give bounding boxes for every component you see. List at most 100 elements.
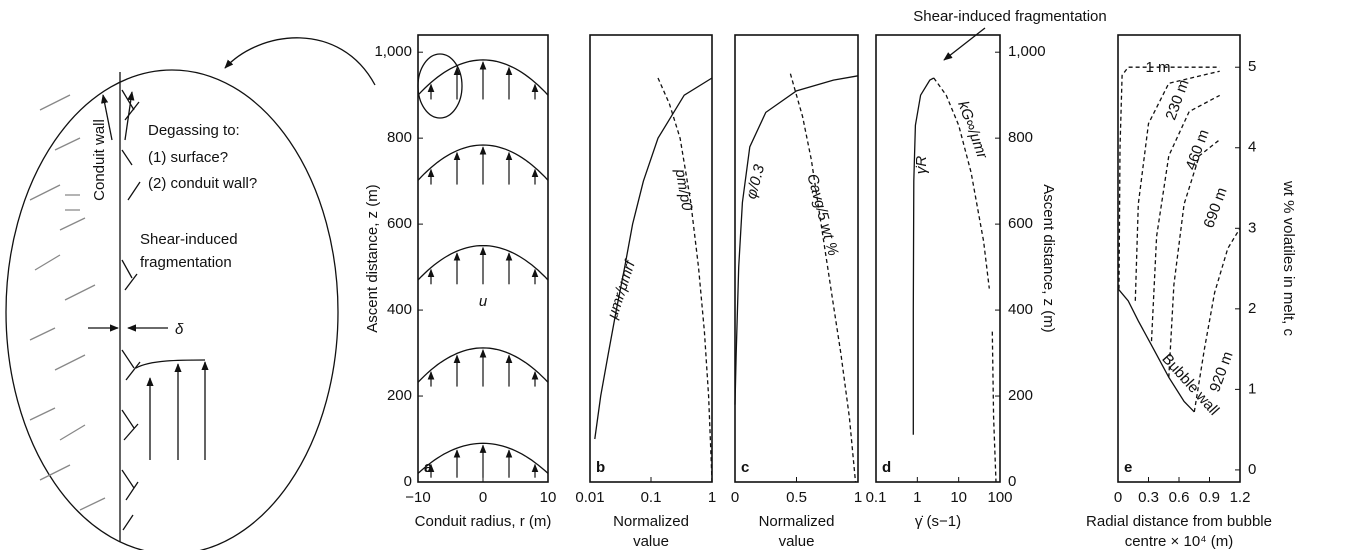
series-line [1117, 288, 1195, 413]
y-tick-label: 2 [1248, 300, 1256, 317]
top-annotation: Shear-induced fragmentation [913, 8, 1106, 25]
series-line [1134, 70, 1220, 301]
plot-frame [589, 34, 713, 483]
y-tick-label: 5 [1248, 58, 1256, 75]
x-tick-label: 0.6 [1169, 489, 1190, 506]
panel-letter: e [1124, 459, 1132, 476]
series-line [1168, 139, 1221, 378]
x-tick-label: 0 [731, 489, 739, 506]
x-axis-label: γ̇ (s−1) [915, 513, 961, 530]
x-axis-label: value [779, 533, 815, 550]
x-axis-label: centre × 10⁴ (m) [1125, 533, 1234, 550]
fragmentation-label: Shear-induced [140, 231, 238, 248]
velocity-profile [417, 244, 549, 281]
series-label: 1 m [1145, 59, 1170, 76]
zoom-connector [224, 37, 376, 86]
fragmentation-label: fragmentation [140, 254, 232, 271]
x-tick-label: 1 [913, 489, 921, 506]
series-label: 230 m [1162, 77, 1192, 122]
x-axis-label: Conduit radius, r (m) [415, 513, 552, 530]
series-line [912, 77, 935, 435]
series-line [789, 73, 857, 483]
y-tick-label: 400 [387, 301, 412, 318]
y-tick-label: 4 [1248, 139, 1256, 156]
x-tick-label: 10 [950, 489, 967, 506]
annotation-arrow [943, 27, 986, 61]
series-label: Cavg/5 wt % [803, 172, 841, 258]
velocity-profile [417, 144, 549, 181]
y-tick-label: 0 [404, 473, 412, 490]
degassing-option: (2) conduit wall? [148, 175, 257, 192]
zoom-ellipse [5, 69, 339, 550]
series-line [594, 77, 713, 440]
series-line [1150, 94, 1221, 342]
series-label: pm/p0 [671, 167, 695, 213]
plot-frame [875, 34, 1001, 483]
y-tick-label: 1 [1248, 380, 1256, 397]
x-axis-label: Normalized [759, 513, 835, 530]
y-tick-label: 0 [1008, 473, 1016, 490]
melt-hatch [121, 89, 141, 531]
series-line [1118, 66, 1220, 289]
y-tick-label: 1,000 [374, 43, 412, 60]
y-tick-label: 600 [387, 215, 412, 232]
gas-arrow [101, 94, 113, 141]
velocity-curve [135, 359, 206, 369]
series-label: 920 m [1206, 349, 1236, 394]
x-tick-label: 10 [540, 489, 557, 506]
y-tick-label: 600 [1008, 215, 1033, 232]
y-tick-label: 800 [387, 129, 412, 146]
y-tick-label: 3 [1248, 219, 1256, 236]
x-tick-label: 0.9 [1199, 489, 1220, 506]
x-axis-label: Normalized [613, 513, 689, 530]
wall-hatch [29, 94, 106, 511]
y-axis-label: Ascent distance, z (m) [364, 184, 381, 332]
series-label: 460 m [1182, 127, 1212, 172]
panel-letter: b [596, 459, 605, 476]
x-axis-label: Radial distance from bubble [1086, 513, 1272, 530]
velocity-profile [417, 347, 549, 383]
velocity-profile [417, 442, 549, 474]
series-line [933, 77, 997, 483]
x-tick-label: 0.1 [866, 489, 887, 506]
y-tick-label: 200 [387, 387, 412, 404]
series-label: 690 m [1200, 185, 1230, 230]
plot-frame [734, 34, 859, 483]
series-line [734, 75, 859, 405]
velocity-label: u [479, 293, 488, 310]
x-tick-label: 0 [479, 489, 487, 506]
x-tick-label: −10 [405, 489, 430, 506]
conduit-diagram: Conduit wall Degassing to: (1) surface? … [5, 37, 463, 550]
y-axis-label: Ascent distance, z (m) [1040, 184, 1057, 332]
series-line [657, 77, 713, 483]
x-tick-label: 0.5 [786, 489, 807, 506]
x-tick-label: 1 [854, 489, 862, 506]
wall-label: Conduit wall [91, 119, 108, 201]
panel-letter: c [741, 459, 749, 476]
y-tick-label: 1,000 [1008, 43, 1046, 60]
velocity-profile [417, 59, 549, 96]
y-tick-label: 800 [1008, 129, 1033, 146]
zoom-circle [417, 53, 463, 119]
series-label: μmr/μmrf [604, 257, 640, 322]
x-tick-label: 0 [1114, 489, 1122, 506]
panel-letter: d [882, 459, 891, 476]
delta-label: δ [175, 321, 184, 338]
x-tick-label: 1 [708, 489, 716, 506]
y-tick-label: 0 [1248, 461, 1256, 478]
series-line [1193, 227, 1241, 413]
y-tick-label: 400 [1008, 301, 1033, 318]
degassing-option: (1) surface? [148, 149, 228, 166]
y-tick-label: 200 [1008, 387, 1033, 404]
gas-arrow [124, 91, 135, 141]
x-tick-label: 0.1 [641, 489, 662, 506]
x-tick-label: 0.3 [1138, 489, 1159, 506]
x-tick-label: 100 [987, 489, 1012, 506]
y-axis-label: wt % volatiles in melt, c [1280, 180, 1297, 337]
x-axis-label: value [633, 533, 669, 550]
degassing-label: Degassing to: [148, 122, 240, 139]
x-tick-label: 0.01 [575, 489, 604, 506]
series-label: γ̇R [913, 156, 930, 175]
x-tick-label: 1.2 [1230, 489, 1251, 506]
